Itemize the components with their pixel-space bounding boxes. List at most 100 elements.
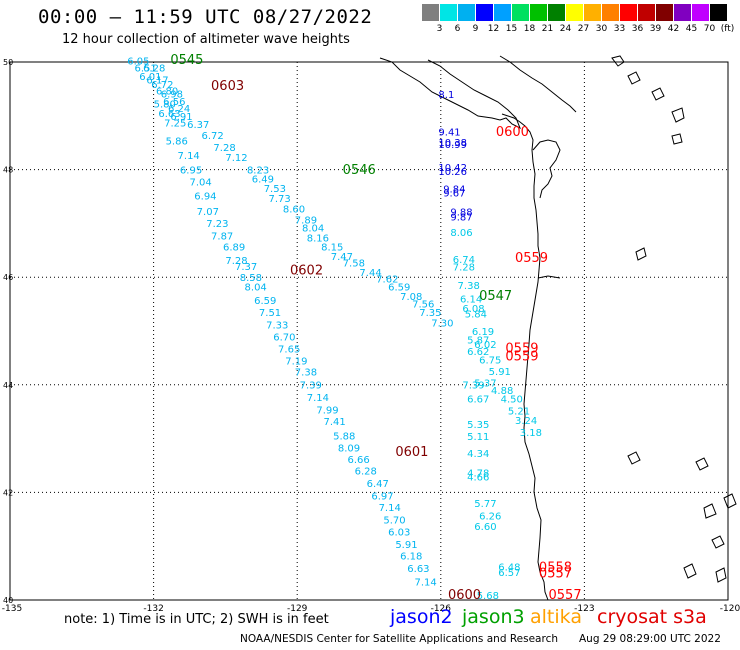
wave-height-label: 8.16 [307,234,329,245]
axis-labels: -135 -132 -129 -126 -123 -120 50 48 46 44 42 40 [2,58,740,614]
wave-height-label: 7.08 [400,292,422,303]
wave-height-label: 8.06 [450,228,472,239]
colorbar-label: 18 [523,24,536,34]
wave-height-label: 7.25 [164,119,186,130]
pass-time-label: 0558 [539,560,572,575]
coastline-puget-sound [532,139,561,199]
wave-height-label: 10.99 [438,140,467,151]
wave-height-label: 6.01 [139,72,161,83]
wave-height-label: 6.18 [400,552,422,563]
island-12 [683,563,697,579]
footer-timestamp: Aug 29 08:29:00 UTC 2022 [579,633,721,645]
wave-height-label: 9.84 [443,185,465,196]
pass-time-label: 0559 [515,251,548,266]
track-altika: 6.056.516.286.016.176.726.806.986.565.80… [127,57,453,589]
map-frame [9,61,729,601]
colorbar-label: 12 [487,24,500,34]
pass-time-label: 0546 [343,163,376,178]
wave-height-label: 6.72 [201,131,223,142]
wave-height-label: 5.37 [474,378,496,389]
wave-height-label: 7.89 [295,215,317,226]
colorbar-swatch [692,4,709,21]
longitude-label: -129 [287,604,308,614]
colorbar-label: 27 [577,24,590,34]
colorbar-label: 6 [454,24,461,34]
colorbar-swatch [422,4,439,21]
wave-height-label: 6.05 [127,57,149,68]
wave-height-label: 6.91 [170,112,192,123]
island-3 [651,87,665,101]
colorbar-swatch [584,4,601,21]
pass-time-label: 0559 [505,350,538,365]
wave-height-label: 9.41 [438,128,460,139]
island-8 [695,457,709,471]
colorbar-swatch [710,4,727,21]
wave-height-label: 9.87 [450,213,472,224]
wave-height-label: 6.62 [467,347,489,358]
satellite-name-altika: altika [530,606,582,628]
colorbar-swatch [566,4,583,21]
coastline-us-mainland [501,113,549,601]
wave-height-label: 10.38 [438,138,467,149]
pass-time-label: 0600 [496,125,529,140]
wave-height-label: 6.75 [479,355,501,366]
wave-height-label: 6.89 [223,242,245,253]
wave-height-label: 7.73 [268,194,290,205]
wave-height-label: 6.56 [163,97,185,108]
wave-height-label: 7.23 [206,219,228,230]
wave-height-label: 7.19 [285,356,307,367]
wave-height-label: 6.08 [462,304,484,315]
wave-height-label: 4.88 [491,386,513,397]
wave-height-label: 6.60 [474,522,496,533]
wave-height-label: 3.24 [515,416,537,427]
wave-height-label: 6.57 [498,568,520,579]
satellite-name-jason3: jason3 [462,606,525,628]
island-9 [703,503,717,519]
colorbar-swatch [476,4,493,21]
pass-time-label: 0600 [448,588,481,603]
wave-height-label: 5.84 [465,310,487,321]
wave-height-label: 6.26 [479,511,501,522]
island-13 [715,567,727,583]
colorbar-label: (ft) [720,24,735,34]
altimeter-track-labels: 6.056.516.286.016.176.726.806.986.565.80… [127,53,581,603]
longitude-label: -132 [143,604,163,614]
coastline-bc-mainland [499,55,577,113]
latitude-label: 42 [3,488,13,497]
colorbar-swatch [458,4,475,21]
colorbar-swatch [548,4,565,21]
wave-height-label: 6.51 [134,64,156,75]
pass-time-label: 0601 [395,445,428,460]
wave-height-label: 7.41 [324,417,346,428]
wave-height-label: 7.99 [316,405,338,416]
wave-height-label: 5.87 [467,335,489,346]
wave-height-label: 7.56 [412,299,434,310]
colorbar-swatch [530,4,547,21]
wave-height-label: 6.66 [347,455,369,466]
wave-height-label: 8.04 [245,283,267,294]
wave-height-label: 7.35 [419,308,441,319]
coastline [379,55,737,601]
wave-height-label: 9.88 [450,207,472,218]
wave-height-label: 6.47 [367,479,389,490]
colorbar-swatch [620,4,637,21]
coastline-vancouver-island [379,57,521,130]
wave-height-label: 8.60 [283,205,305,216]
wave-height-label: 5.91 [489,367,511,378]
island-1 [611,55,625,67]
wave-height-label: 6.74 [453,255,475,266]
track-darkred-times: 0603 0602 0601 0600 [211,79,481,603]
wave-height-label: 9.67 [443,189,465,200]
colorbar-swatch [602,4,619,21]
wave-height-label: 6.19 [472,327,494,338]
pass-time-label: 0602 [290,264,323,279]
wave-height-label: 6.24 [168,104,190,115]
pass-time-label: 0557 [539,566,572,581]
wave-height-label: 6.59 [388,283,410,294]
wave-height-label: 7.37 [235,262,257,273]
wave-height-label: 6.63 [158,109,180,120]
wave-height-label: 4.66 [467,473,489,484]
wave-height-label: 7.38 [458,281,480,292]
